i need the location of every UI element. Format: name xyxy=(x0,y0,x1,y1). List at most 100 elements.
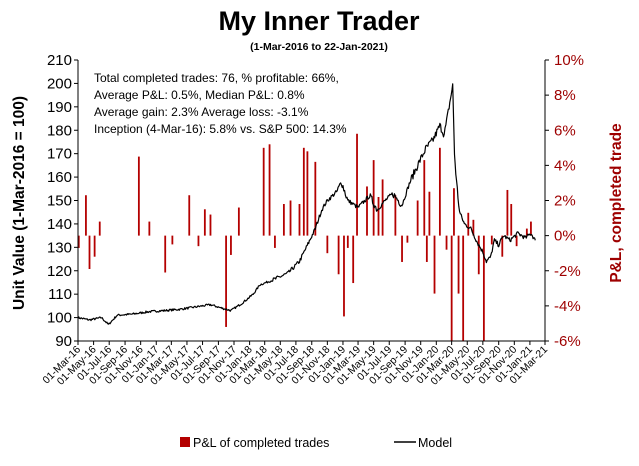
pl-bar xyxy=(510,204,513,236)
pl-bar xyxy=(171,235,174,245)
pl-bar xyxy=(274,235,276,248)
x-axis-ticks: 01-Mar-1601-May-1601-Jul-1601-Sep-1601-N… xyxy=(40,341,550,388)
model-line xyxy=(77,83,536,325)
pl-bar xyxy=(438,147,441,236)
left-tick-label: 100 xyxy=(47,310,72,327)
right-tick-label: -4% xyxy=(554,298,581,315)
left-tick-label: 130 xyxy=(47,239,72,256)
legend-swatch-pl xyxy=(180,437,190,447)
pl-bar xyxy=(445,235,448,250)
right-tick-label: 6% xyxy=(554,122,576,139)
pl-bars xyxy=(77,133,532,341)
pl-bar xyxy=(482,235,485,341)
pl-bar xyxy=(377,196,380,236)
pl-bar xyxy=(230,235,232,255)
pl-bar xyxy=(268,144,271,236)
annotation-line-2: Average P&L: 0.5%, Median P&L: 0.8% xyxy=(94,88,305,102)
pl-bar xyxy=(423,160,426,236)
pl-bar xyxy=(433,235,436,294)
right-tick-label: 2% xyxy=(554,193,576,210)
pl-bar xyxy=(425,235,428,262)
pl-bar xyxy=(506,189,509,236)
pl-bar xyxy=(530,221,532,236)
pl-bar xyxy=(477,235,480,275)
pl-bar xyxy=(372,160,375,236)
pl-bar xyxy=(515,235,518,247)
pl-bar xyxy=(148,221,151,236)
y-axis-label-left: Unit Value (1-Mar-2016 = 100) xyxy=(11,96,28,310)
annotation-line-3: Average gain: 2.3% Average loss: -3.1% xyxy=(94,105,309,119)
pl-bar xyxy=(137,156,140,236)
y-axis-label-right: P&L, completed trade xyxy=(608,123,625,283)
pl-bar xyxy=(209,214,212,236)
left-tick-label: 170 xyxy=(47,146,72,163)
left-tick-label: 140 xyxy=(47,216,72,233)
left-tick-label: 190 xyxy=(47,99,72,116)
pl-bar xyxy=(346,235,349,248)
legend-label-pl: P&L of completed trades xyxy=(193,436,329,450)
annotation-line-4: Inception (4-Mar-16): 5.8% vs. S&P 500: … xyxy=(94,122,347,136)
pl-bar xyxy=(262,147,265,236)
pl-bar xyxy=(467,212,470,236)
pl-bar xyxy=(282,204,285,236)
right-tick-label: 8% xyxy=(554,87,576,104)
pl-bar xyxy=(289,200,292,236)
pl-bar xyxy=(356,133,358,236)
axes xyxy=(77,60,546,342)
pl-bar xyxy=(188,195,191,236)
right-tick-label: 0% xyxy=(554,228,576,245)
legend: P&L of completed trades Model xyxy=(180,436,452,450)
pl-bar xyxy=(93,235,96,257)
right-axis-ticks: -6% -4% -2% 0% 2% 4% 6% 8% 10% xyxy=(545,52,584,350)
pl-bar xyxy=(85,195,87,236)
right-tick-label: 10% xyxy=(554,52,584,69)
pl-bar xyxy=(306,151,309,236)
left-tick-label: 120 xyxy=(47,263,72,280)
pl-bar xyxy=(457,235,460,294)
pl-bar xyxy=(237,207,240,236)
pl-bar xyxy=(490,235,493,245)
annotation-line-1: Total completed trades: 76, % profitable… xyxy=(94,71,339,85)
pl-bar xyxy=(225,235,227,327)
pl-bar xyxy=(98,221,101,236)
left-tick-label: 110 xyxy=(48,286,72,303)
left-tick-label: 200 xyxy=(47,75,72,92)
left-axis-ticks: 90 100 110 120 130 140 150 160 170 180 190 200 210 xyxy=(47,52,78,350)
pl-bar xyxy=(472,219,475,236)
legend-label-model: Model xyxy=(418,436,452,450)
right-tick-label: 4% xyxy=(554,157,576,174)
pl-bar xyxy=(326,235,329,254)
right-tick-label: -2% xyxy=(554,263,581,280)
pl-bar xyxy=(381,179,384,236)
pl-bar xyxy=(366,186,368,236)
pl-bar xyxy=(298,204,301,236)
pl-bar xyxy=(416,200,419,236)
pl-bar xyxy=(450,235,453,341)
pl-bar xyxy=(302,147,305,236)
chart-title: My Inner Trader xyxy=(218,6,420,36)
pl-bar xyxy=(77,235,80,248)
left-tick-label: 210 xyxy=(47,52,72,69)
pl-bar xyxy=(352,235,355,284)
pl-bar xyxy=(394,195,397,236)
left-tick-label: 90 xyxy=(55,333,72,350)
annotation-box: Total completed trades: 76, % profitable… xyxy=(94,71,347,136)
right-tick-label: -6% xyxy=(554,333,581,350)
pl-bar xyxy=(428,191,431,236)
pl-bar xyxy=(462,235,465,341)
pl-bar xyxy=(197,235,200,247)
chart-subtitle: (1-Mar-2016 to 22-Jan-2021) xyxy=(250,41,388,53)
left-tick-label: 150 xyxy=(47,193,72,210)
pl-bar xyxy=(453,188,455,236)
pl-bar xyxy=(164,235,167,273)
pl-bar xyxy=(401,235,403,262)
pl-bar xyxy=(337,235,340,275)
pl-bar xyxy=(314,161,317,236)
pl-bar xyxy=(88,235,91,269)
pl-bar xyxy=(406,235,409,243)
pl-bar xyxy=(343,235,345,317)
pl-bar xyxy=(203,209,206,236)
left-tick-label: 180 xyxy=(47,122,72,139)
pl-bar xyxy=(501,235,504,257)
